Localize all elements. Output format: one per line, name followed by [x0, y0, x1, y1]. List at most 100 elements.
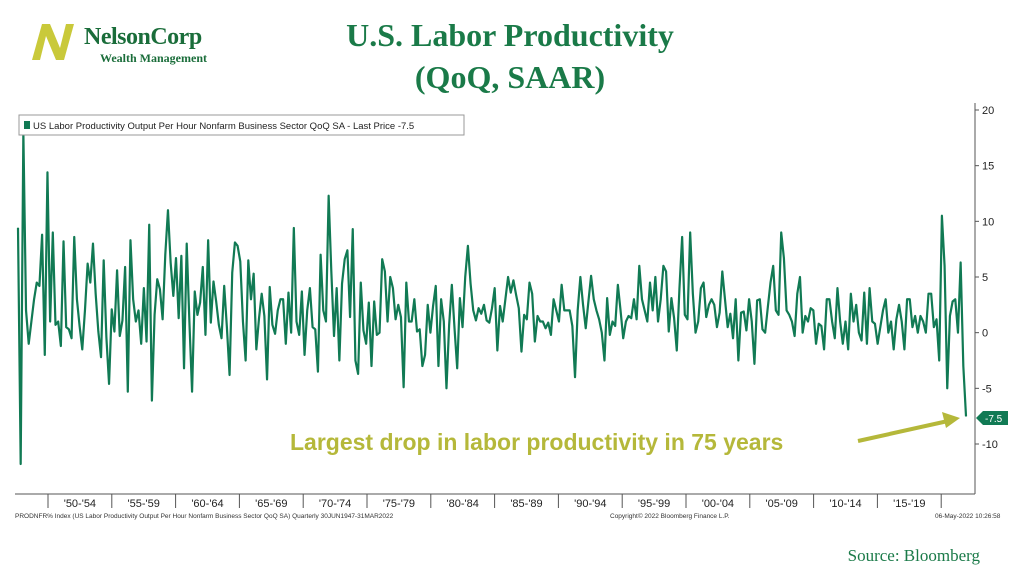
- data-point: [261, 293, 263, 295]
- data-point: [210, 322, 212, 324]
- data-point: [25, 309, 27, 311]
- data-point: [54, 324, 57, 326]
- data-point: [812, 309, 814, 311]
- data-point: [443, 320, 445, 323]
- data-point: [941, 215, 943, 217]
- data-point: [170, 261, 172, 264]
- data-point: [218, 324, 220, 326]
- data-point: [534, 340, 536, 343]
- data-point: [488, 322, 490, 324]
- data-point: [389, 276, 391, 278]
- legend-text: US Labor Productivity Output Per Hour No…: [33, 121, 414, 132]
- data-point: [30, 320, 32, 323]
- data-point: [815, 343, 817, 345]
- data-point: [320, 254, 322, 256]
- last-price-badge: -7.5: [976, 411, 1008, 425]
- data-point: [737, 359, 739, 362]
- data-point: [137, 309, 140, 311]
- data-point: [552, 298, 555, 300]
- data-point: [882, 309, 884, 311]
- data-point: [515, 294, 517, 296]
- data-point: [73, 236, 75, 238]
- bloomberg-copyright: Copyright© 2022 Bloomberg Finance L.P.: [610, 512, 730, 520]
- data-point: [842, 343, 844, 345]
- data-point: [491, 307, 493, 309]
- data-point: [743, 310, 745, 313]
- data-point: [582, 304, 584, 306]
- chart-container: 20 15 10 5 0 -5 -10 '50-'54 '55-'59 '60-'64 '65-'…: [0, 98, 1024, 530]
- data-point: [373, 300, 375, 303]
- data-point: [547, 322, 549, 324]
- data-point: [665, 270, 667, 273]
- data-point: [156, 278, 158, 280]
- data-point: [526, 318, 528, 320]
- data-point: [558, 320, 560, 323]
- data-point: [62, 240, 65, 242]
- data-point: [220, 337, 223, 339]
- data-point: [344, 258, 346, 260]
- data-point: [834, 337, 836, 339]
- data-point: [561, 284, 563, 286]
- data-point: [925, 332, 927, 334]
- data-point: [124, 266, 126, 268]
- data-point: [871, 320, 873, 323]
- data-point: [253, 273, 255, 275]
- data-point: [84, 309, 86, 311]
- annotation: Largest drop in labor productivity in 75…: [290, 412, 960, 455]
- data-point: [293, 227, 295, 229]
- data-point: [622, 337, 624, 339]
- data-point: [435, 285, 437, 287]
- data-point: [105, 336, 107, 338]
- data-point: [386, 320, 389, 323]
- data-point: [317, 371, 319, 373]
- data-point: [617, 284, 619, 286]
- data-point: [172, 295, 174, 297]
- data-point: [627, 315, 630, 317]
- data-point: [922, 320, 924, 323]
- data-point: [777, 314, 780, 316]
- data-point: [194, 290, 196, 293]
- y-tick-label: 15: [982, 161, 994, 173]
- data-point: [748, 298, 750, 300]
- data-point: [740, 312, 742, 314]
- data-point: [76, 298, 78, 300]
- chart-subtitle: (QoQ, SAAR): [414, 59, 606, 95]
- data-point: [381, 258, 383, 260]
- data-point: [360, 281, 362, 284]
- data-point: [641, 298, 643, 300]
- bloomberg-footer: PRODNFR% Index (US Labor Productivity Ou…: [15, 512, 1001, 520]
- data-point: [906, 298, 908, 300]
- data-point: [850, 293, 852, 295]
- data-point: [954, 298, 956, 300]
- y-tick-label: 10: [982, 216, 994, 228]
- logo-name: NelsonCorp: [84, 24, 202, 50]
- data-point: [502, 320, 504, 323]
- data-point: [287, 291, 290, 294]
- x-tick-label: '60-'64: [191, 498, 223, 510]
- data-point: [330, 270, 332, 273]
- data-point: [780, 231, 782, 234]
- data-point: [357, 373, 359, 375]
- data-point: [111, 308, 113, 310]
- data-point: [625, 320, 627, 323]
- data-point: [236, 245, 239, 247]
- legend-box: [18, 114, 465, 136]
- data-point: [228, 374, 231, 376]
- data-point: [960, 261, 962, 264]
- data-point: [411, 320, 413, 323]
- x-tick-label: '10-'14: [829, 498, 861, 510]
- data-point: [416, 330, 418, 333]
- data-point: [28, 343, 30, 345]
- data-point: [65, 326, 67, 328]
- productivity-chart: 20 15 10 5 0 -5 -10 '50-'54 '55-'59 '60-'64 '65-'…: [15, 103, 1008, 520]
- data-point: [57, 320, 59, 323]
- data-point: [724, 298, 726, 300]
- data-point: [245, 359, 247, 362]
- data-point: [751, 320, 753, 323]
- data-point: [266, 378, 268, 381]
- x-tick-label: '75-'79: [383, 498, 415, 510]
- data-point: [496, 349, 498, 352]
- data-point: [769, 281, 772, 284]
- data-point: [962, 365, 964, 367]
- data-point: [311, 326, 314, 328]
